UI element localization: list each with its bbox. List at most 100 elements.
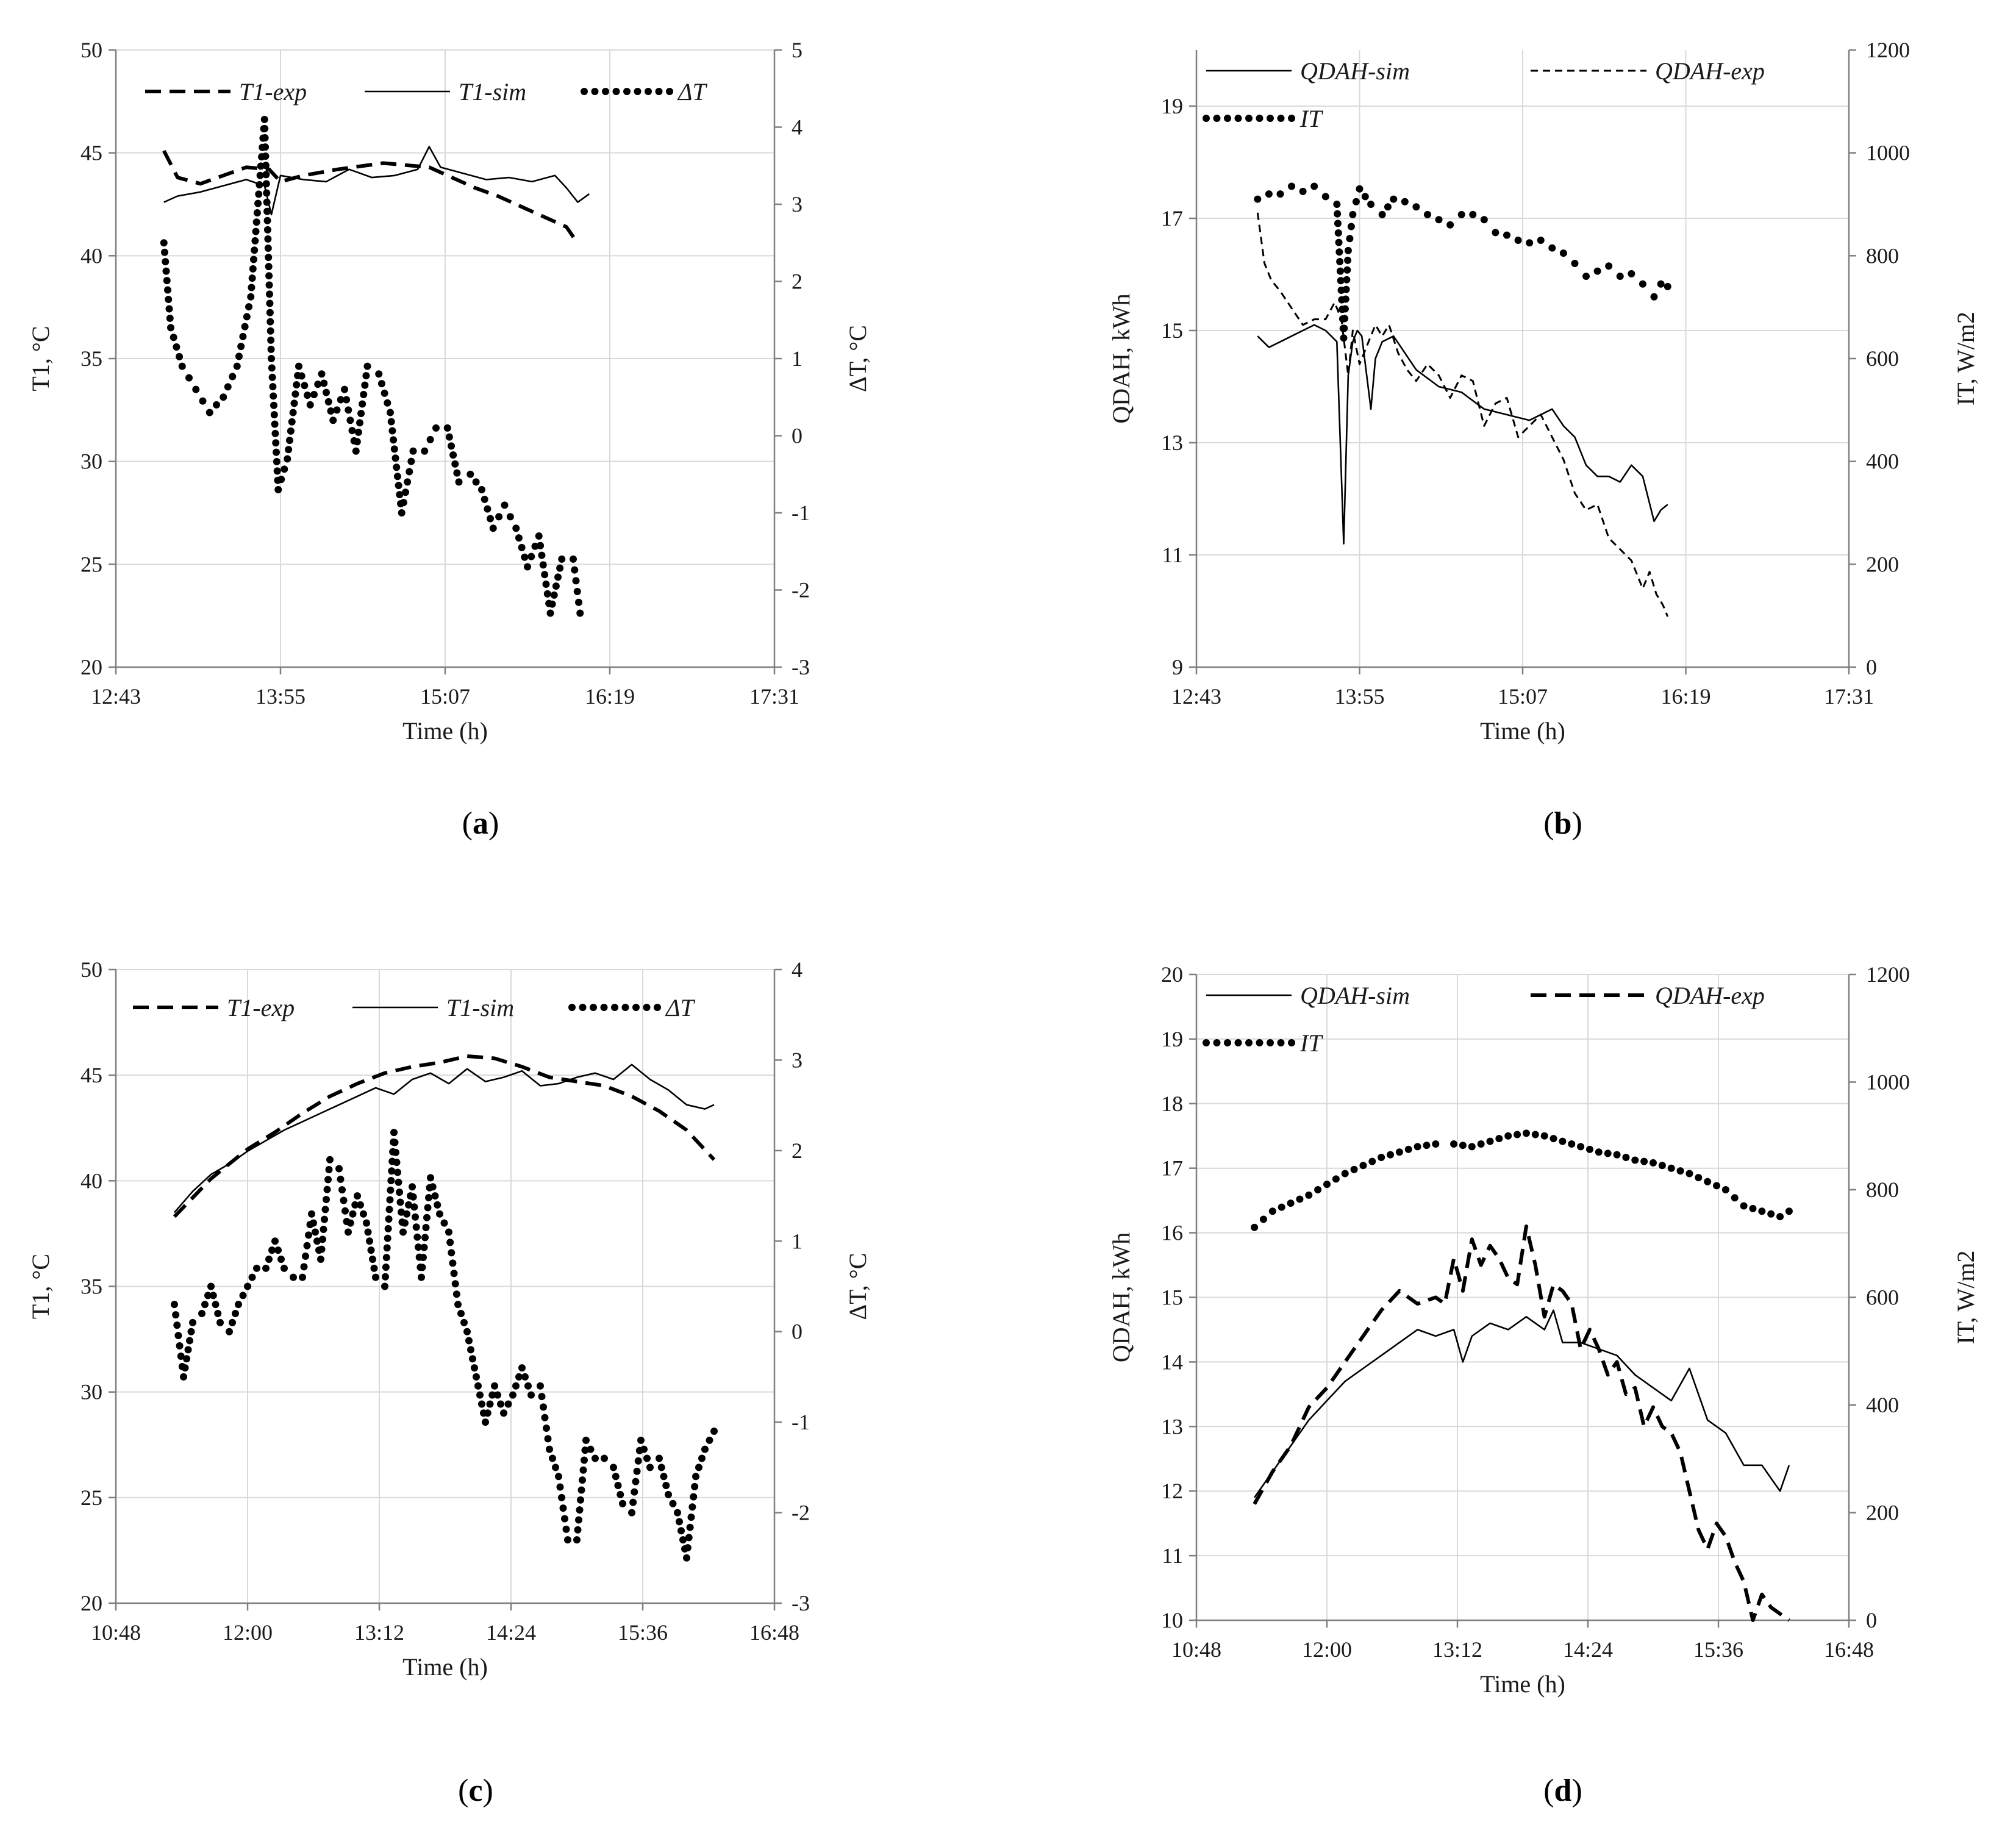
series-dot: [449, 451, 457, 459]
series-dot: [487, 515, 495, 523]
series-dot: [677, 1527, 685, 1535]
legend-label: QDAH-exp: [1655, 57, 1765, 85]
data-point: [555, 1473, 562, 1481]
series-dot: [393, 473, 401, 481]
y-tick-label: 18: [1161, 1092, 1183, 1116]
legend-key-dot: [666, 88, 673, 95]
series-dot: [310, 391, 318, 399]
series-dot: [314, 381, 322, 388]
legend-key-dot: [1234, 1039, 1242, 1046]
series-dot: [448, 1249, 456, 1257]
series-dot: [412, 1213, 419, 1221]
data-point: [1492, 229, 1499, 237]
series-dot: [359, 400, 366, 408]
series-dot: [550, 591, 558, 599]
data-point: [478, 486, 485, 494]
series-dot: [291, 390, 299, 398]
series-dot: [445, 433, 453, 441]
series-dot: [542, 581, 550, 588]
y2-axis-title: IT, W/m2: [1952, 312, 1979, 406]
series-dot: [388, 427, 396, 435]
panel-label: (d): [1543, 1773, 1582, 1808]
series-dot: [266, 299, 274, 307]
series-dot: [446, 1239, 454, 1246]
series-dot: [173, 1321, 181, 1329]
series-dot: [406, 468, 413, 476]
series-dot: [341, 1207, 349, 1215]
x-tick-label: 13:12: [354, 1620, 404, 1645]
series-dot: [1459, 1142, 1467, 1149]
series-dot: [541, 1414, 549, 1421]
data-point: [244, 1282, 251, 1290]
data-point: [1785, 1207, 1793, 1215]
data-point: [1432, 1140, 1440, 1148]
series-dot: [266, 327, 274, 335]
series-dot: [393, 1159, 401, 1167]
series-dot: [229, 373, 237, 381]
data-point: [1341, 1170, 1349, 1178]
series-dot: [265, 290, 273, 298]
series-dot: [415, 1243, 422, 1251]
legend-label: T1-sim: [446, 994, 514, 1021]
y2-tick-label: 3: [792, 1048, 802, 1072]
data-point: [1321, 193, 1329, 201]
data-point: [1514, 237, 1522, 245]
legend-key-dot: [1267, 1039, 1274, 1046]
panel-letter: c: [468, 1773, 482, 1808]
series-dot: [343, 396, 351, 404]
data-point: [1359, 1162, 1367, 1170]
series-dot: [318, 1245, 326, 1253]
y-axis-title: T1, °C: [27, 1254, 54, 1319]
data-point: [1577, 1143, 1585, 1151]
series-dot: [488, 1391, 496, 1399]
data-point: [489, 524, 497, 532]
series-dot: [274, 1246, 282, 1254]
series-dot: [277, 476, 285, 484]
data-point: [1395, 1148, 1403, 1156]
series-dot: [377, 380, 385, 388]
y-tick-label: 13: [1161, 431, 1183, 455]
series-dot: [423, 1214, 431, 1221]
data-point: [318, 370, 326, 378]
series-dot: [384, 1224, 392, 1232]
data-point: [1704, 1178, 1712, 1185]
data-point: [375, 370, 383, 378]
series-dot: [265, 281, 273, 289]
series-dot: [321, 1206, 329, 1214]
series-dot: [412, 1223, 420, 1231]
x-axis-title: Time (h): [402, 1653, 488, 1681]
series-dot: [413, 1233, 421, 1241]
series-dot: [1640, 1157, 1648, 1165]
series-dot: [286, 437, 293, 445]
x-tick-label: 15:07: [1498, 684, 1548, 709]
y-tick-label: 50: [80, 957, 102, 982]
series-dot: [272, 439, 280, 447]
series-dot: [271, 429, 279, 437]
series-dot: [273, 457, 281, 465]
series-dot: [245, 303, 253, 311]
series-dot: [574, 1526, 582, 1534]
chart-panel-b: 9 11 13 15 17 19 0 200 400 600 800 1000 1200 12:43 13:…: [1107, 38, 1979, 841]
data-point: [1276, 190, 1284, 198]
legend-label: T1-sim: [459, 78, 526, 105]
y2-tick-label: 4: [792, 115, 802, 140]
y2-tick-label: 5: [792, 38, 802, 62]
series-dot: [357, 409, 365, 417]
data-point: [262, 1264, 270, 1272]
series-dot: [449, 1259, 457, 1267]
series-dot: [632, 1478, 640, 1485]
series-dot: [265, 272, 273, 280]
series-dot: [524, 1382, 532, 1390]
series-dot: [577, 1486, 585, 1494]
series-dot: [476, 1391, 484, 1399]
series-dot: [383, 1244, 391, 1252]
series-dot: [556, 1483, 564, 1491]
series-dot: [422, 1224, 430, 1232]
data-point: [381, 1282, 388, 1290]
series-dot: [320, 1225, 327, 1233]
series-dot: [1352, 198, 1360, 206]
series-dot: [323, 388, 330, 396]
legend-key-dot: [654, 1004, 661, 1011]
data-point: [1423, 210, 1431, 218]
